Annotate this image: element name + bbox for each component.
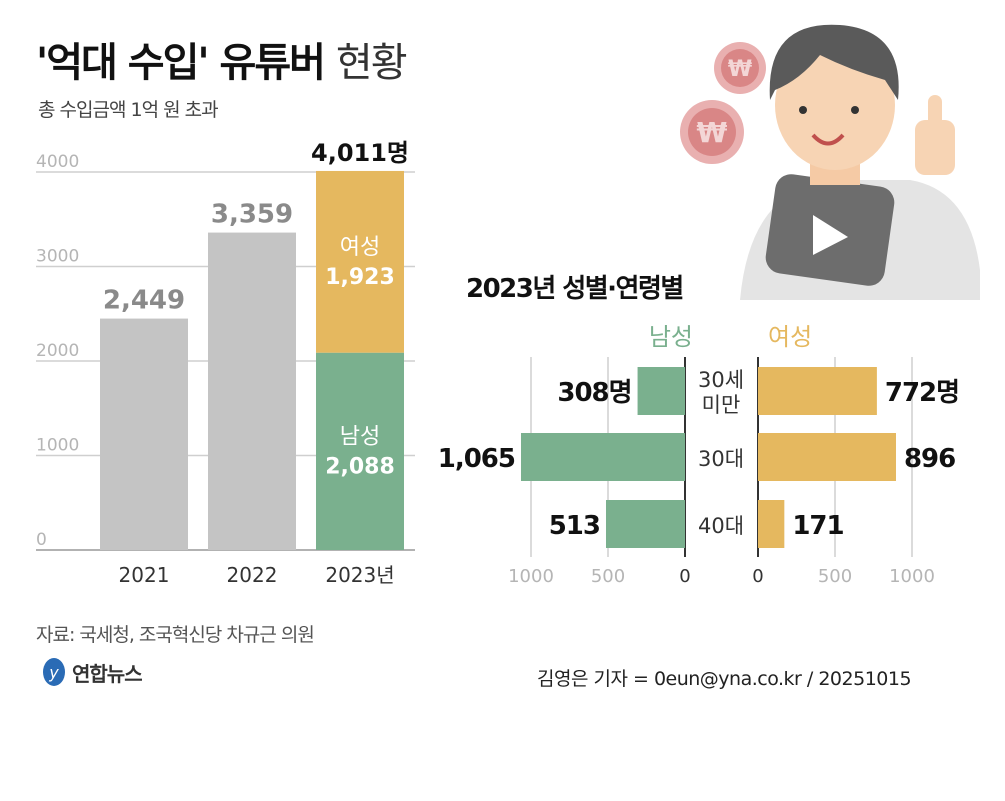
svg-text:₩: ₩ <box>728 57 752 82</box>
bar-value-label: 171 <box>792 511 843 541</box>
x-tick-label: 2023년 <box>325 563 394 587</box>
x-tick-label: 0 <box>752 566 763 587</box>
x-tick-label: 0 <box>679 566 690 587</box>
bar-2023-female <box>316 170 404 353</box>
segment-name-label: 여성 <box>340 235 380 260</box>
x-tick-label: 500 <box>818 566 852 587</box>
title-light: 현황 <box>335 40 408 86</box>
bar-female-0 <box>758 367 877 415</box>
bar-value-label: 308명 <box>557 378 631 408</box>
segment-value-label: 2,088 <box>325 454 395 479</box>
category-label: 30세 <box>698 368 744 392</box>
x-tick-label: 2022 <box>227 563 278 587</box>
x-tick-label: 2021 <box>119 563 170 587</box>
yonhap-logo: y 연합뉴스 <box>40 657 143 687</box>
bar-value-label: 2,449 <box>103 286 185 316</box>
svg-text:y: y <box>48 663 59 682</box>
bar-value-label: 1,065 <box>438 444 515 474</box>
bar-2023-male <box>316 352 404 550</box>
credit-text: 김영은 기자 = 0eun@yna.co.kr / 20251015 <box>537 668 912 690</box>
x-tick-label: 500 <box>591 566 625 587</box>
bar-female-2 <box>758 500 785 548</box>
subtitle: 총 수입금액 1억 원 초과 <box>38 99 219 121</box>
bar-male-0 <box>637 367 685 415</box>
logo-text: 연합뉴스 <box>72 661 143 686</box>
legend-male: 남성 <box>649 323 693 351</box>
x-tick-label: 1000 <box>889 566 935 587</box>
bar-2022 <box>208 232 296 550</box>
y-tick-label: 2000 <box>36 341 79 361</box>
bar-male-2 <box>605 500 685 548</box>
bar-2021 <box>100 318 188 550</box>
bar-male-1 <box>520 433 685 481</box>
y-tick-label: 3000 <box>36 247 79 267</box>
legend-female: 여성 <box>768 323 812 351</box>
yonhap-logo-icon: y <box>43 658 65 686</box>
total-label: 4,011명 <box>311 139 409 167</box>
bar-value-label: 896 <box>904 444 955 474</box>
page-title: '억대 수입' 유튜버 현황 <box>36 30 408 88</box>
category-label: 30대 <box>698 447 744 471</box>
x-tick-label: 1000 <box>508 566 554 587</box>
title-bold: '억대 수입' 유튜버 <box>36 40 326 86</box>
bar-value-label: 513 <box>549 511 600 541</box>
y-tick-label: 4000 <box>36 152 79 172</box>
chart2-title: 2023년 성별·연령별 <box>466 274 684 304</box>
category-label: 40대 <box>698 514 744 538</box>
y-tick-label: 0 <box>36 530 47 550</box>
y-tick-label: 1000 <box>36 436 79 456</box>
svg-text:₩: ₩ <box>697 116 728 149</box>
bar-value-label: 772명 <box>885 378 959 408</box>
youtuber-illustration: ₩ ₩ <box>680 24 980 300</box>
category-label: 미만 <box>702 393 741 417</box>
segment-name-label: 남성 <box>340 424 380 449</box>
bar-female-1 <box>758 433 896 481</box>
source-text: 자료: 국세청, 조국혁신당 차규근 의원 <box>36 624 315 646</box>
segment-value-label: 1,923 <box>325 265 395 290</box>
bar-value-label: 3,359 <box>211 200 293 230</box>
